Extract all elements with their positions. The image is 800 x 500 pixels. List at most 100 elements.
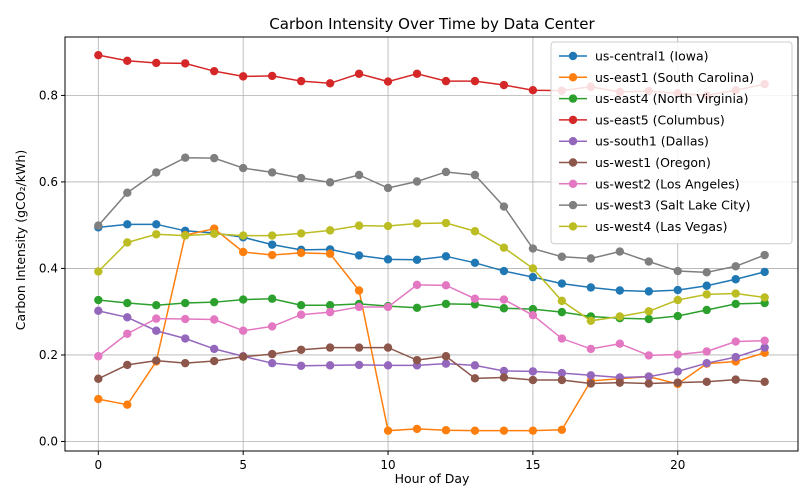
data-point — [499, 266, 509, 276]
data-point — [731, 275, 740, 284]
series-line — [98, 310, 765, 379]
data-point — [702, 281, 711, 290]
series-5 — [94, 343, 769, 388]
data-point — [760, 293, 769, 302]
data-point — [470, 374, 480, 383]
data-point — [760, 343, 769, 352]
data-point — [267, 240, 277, 249]
data-point — [123, 238, 132, 247]
legend-marker — [568, 51, 578, 61]
data-point — [673, 295, 682, 305]
legend-label: us-west4 (Las Vegas) — [595, 219, 727, 234]
data-point — [557, 375, 567, 385]
data-point — [238, 247, 248, 257]
series-line — [98, 223, 765, 293]
data-point — [325, 226, 335, 235]
data-point — [152, 326, 161, 335]
legend-label: us-west1 (Oregon) — [595, 155, 711, 170]
data-point — [441, 76, 451, 86]
data-point — [354, 343, 364, 352]
x-tick-label: 0 — [94, 458, 102, 472]
data-point — [760, 250, 769, 260]
legend-marker — [568, 115, 578, 125]
legend-marker — [568, 222, 578, 231]
data-point — [557, 252, 567, 261]
data-point — [383, 77, 393, 86]
data-point — [181, 334, 190, 343]
series-group — [94, 50, 769, 435]
data-point — [94, 50, 103, 60]
data-point — [499, 373, 509, 382]
data-point — [296, 229, 306, 238]
data-point — [152, 314, 161, 323]
data-point — [644, 351, 653, 360]
y-tick-label: 0.4 — [39, 261, 58, 275]
data-point — [557, 279, 567, 288]
data-point — [267, 358, 277, 368]
x-tick-label: 5 — [239, 458, 247, 472]
x-axis-title: Hour of Day — [395, 471, 470, 486]
data-point — [238, 163, 248, 173]
data-point — [354, 69, 364, 78]
data-point — [412, 177, 422, 186]
data-point — [760, 267, 769, 277]
data-point — [441, 426, 451, 435]
data-point — [152, 168, 161, 177]
data-point — [210, 229, 219, 239]
data-point — [644, 379, 653, 388]
legend-item: us-east5 (Columbus) — [559, 112, 725, 127]
data-point — [470, 294, 480, 303]
data-point — [325, 178, 335, 187]
data-point — [296, 345, 306, 354]
data-point — [499, 304, 509, 313]
data-point — [644, 372, 653, 381]
data-point — [557, 334, 567, 343]
data-point — [210, 356, 219, 366]
data-point — [673, 378, 682, 387]
series-8 — [94, 218, 769, 325]
data-point — [94, 374, 103, 383]
data-point — [383, 302, 393, 312]
data-point — [499, 202, 509, 211]
axis-ticks: 0 5 10 15 20 0.0 0.2 0.4 0.6 0.8 — [39, 88, 685, 472]
data-point — [731, 375, 740, 384]
data-point — [383, 221, 393, 231]
data-point — [412, 424, 422, 434]
series-6 — [94, 280, 769, 361]
data-point — [470, 426, 480, 435]
legend-item: us-central1 (Iowa) — [559, 49, 709, 64]
data-point — [615, 247, 625, 256]
legend-marker — [568, 94, 578, 103]
data-point — [644, 257, 653, 266]
data-point — [470, 361, 480, 370]
data-point — [123, 329, 132, 338]
legend-label: us-south1 (Dallas) — [595, 134, 709, 149]
data-point — [702, 290, 711, 299]
data-point — [441, 252, 451, 261]
series-2 — [94, 294, 769, 324]
data-point — [528, 375, 538, 385]
data-point — [238, 72, 248, 81]
data-point — [760, 377, 769, 386]
series-line — [98, 297, 765, 320]
data-point — [383, 361, 393, 370]
data-point — [267, 294, 277, 303]
data-point — [238, 326, 248, 335]
data-point — [325, 79, 335, 88]
data-point — [152, 220, 161, 229]
data-point — [123, 220, 132, 229]
data-point — [412, 69, 422, 78]
data-point — [94, 352, 103, 361]
data-point — [412, 255, 422, 264]
legend-label: us-east5 (Columbus) — [595, 112, 725, 127]
data-point — [644, 307, 653, 316]
data-point — [123, 56, 132, 65]
legend-label: us-east4 (North Virginia) — [595, 91, 748, 106]
data-point — [383, 255, 393, 264]
data-point — [238, 231, 248, 240]
data-point — [267, 168, 277, 177]
data-point — [296, 361, 306, 370]
data-point — [441, 167, 451, 177]
data-point — [383, 426, 393, 435]
